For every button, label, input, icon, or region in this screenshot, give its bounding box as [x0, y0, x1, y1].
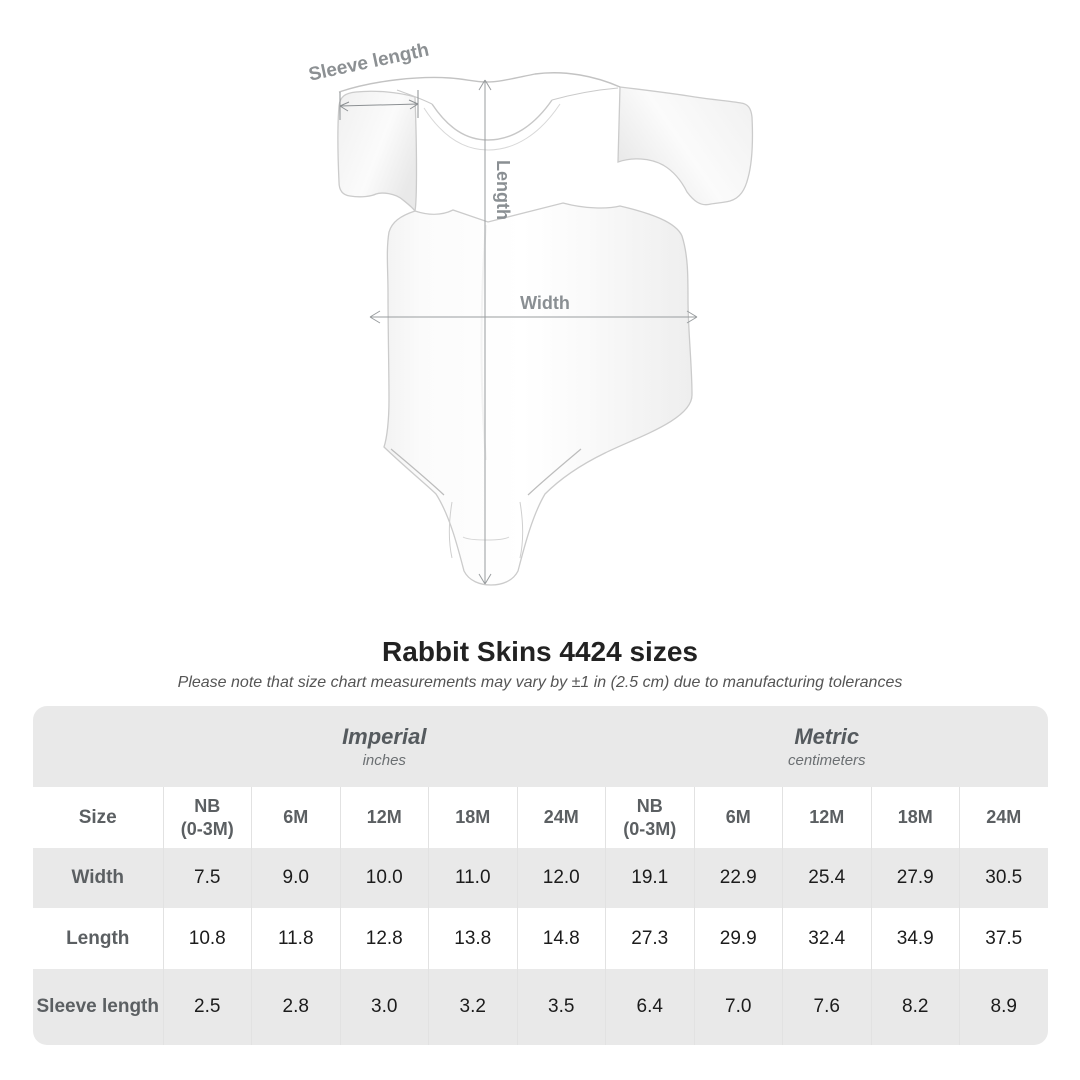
svg-text:Width: Width — [520, 293, 570, 313]
svg-text:Length: Length — [493, 160, 513, 220]
